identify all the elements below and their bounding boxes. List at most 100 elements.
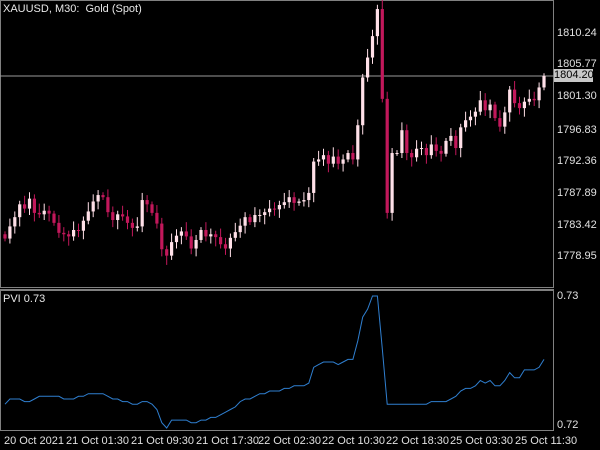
time-axis-label: 20 Oct 2021 bbox=[4, 435, 64, 447]
candle-body bbox=[282, 202, 286, 206]
candle-body bbox=[419, 148, 424, 150]
candle-body bbox=[145, 200, 149, 205]
candle-body bbox=[121, 214, 125, 217]
candle-body bbox=[170, 242, 174, 256]
candle-body bbox=[67, 234, 71, 237]
candle-body bbox=[189, 236, 193, 249]
candle-body bbox=[81, 220, 85, 231]
candle-body bbox=[331, 156, 335, 164]
candle-body bbox=[125, 216, 130, 223]
candle-body bbox=[116, 214, 120, 221]
candle-body bbox=[341, 159, 345, 164]
candle-body bbox=[459, 127, 463, 149]
candle-body bbox=[464, 120, 468, 128]
candle-body bbox=[194, 239, 198, 249]
price-scale-label: 1792.36 bbox=[557, 155, 597, 167]
candle-body bbox=[228, 237, 232, 249]
time-axis-label: 22 Oct 18:30 bbox=[386, 435, 449, 447]
pvi-scale-label: 0.72 bbox=[557, 419, 579, 431]
candle-body bbox=[513, 89, 517, 104]
candle-body bbox=[106, 197, 110, 213]
candle-body bbox=[336, 156, 340, 164]
candle-body bbox=[380, 9, 384, 99]
current-price-tag: 1804.20 bbox=[554, 69, 594, 82]
candle-body bbox=[174, 235, 179, 243]
time-axis-label: 21 Oct 09:30 bbox=[131, 435, 194, 447]
candle-body bbox=[454, 135, 458, 149]
candle-body bbox=[130, 222, 134, 228]
candle-body bbox=[209, 234, 213, 237]
candle-body bbox=[503, 112, 507, 127]
price-scale-label: 1796.83 bbox=[557, 124, 597, 136]
candle-body bbox=[233, 232, 237, 238]
candle-body bbox=[96, 195, 100, 202]
candle-body bbox=[478, 100, 482, 112]
candle-body bbox=[517, 103, 522, 109]
candle-body bbox=[23, 204, 27, 209]
candle-body bbox=[498, 118, 502, 127]
candle-body bbox=[47, 210, 51, 214]
candle-body bbox=[8, 226, 12, 239]
candle-body bbox=[385, 98, 389, 213]
candle-body bbox=[238, 225, 242, 233]
candle-body bbox=[243, 217, 247, 226]
pvi-scale-label: 0.73 bbox=[557, 290, 579, 302]
pvi-indicator-pane[interactable]: PVI 0.73 bbox=[0, 290, 554, 431]
candle-body bbox=[13, 217, 17, 227]
candle-body bbox=[253, 215, 257, 223]
candle-body bbox=[410, 153, 414, 158]
candle-body bbox=[292, 197, 296, 203]
indicator-pane-frame bbox=[0, 290, 554, 431]
price-chart-pane[interactable]: XAUUSD, M30: Gold (Spot) bbox=[0, 0, 554, 288]
pvi-label: PVI 0.73 bbox=[3, 293, 46, 305]
time-axis-label: 22 Oct 10:30 bbox=[322, 435, 385, 447]
candle-body bbox=[542, 76, 546, 88]
price-scale-label: 1787.89 bbox=[557, 187, 597, 199]
symbol-label: XAUUSD, M30: Gold (Spot) bbox=[3, 3, 142, 15]
candle-body bbox=[317, 159, 321, 162]
candle-body bbox=[199, 229, 203, 240]
candle-body bbox=[468, 116, 473, 121]
candle-body bbox=[483, 100, 487, 111]
candle-body bbox=[165, 249, 169, 256]
candle-body bbox=[312, 161, 316, 193]
candle-body bbox=[439, 150, 443, 154]
candle-body bbox=[424, 148, 428, 156]
time-axis-label: 25 Oct 03:30 bbox=[450, 435, 513, 447]
candle-body bbox=[91, 201, 95, 212]
candle-body bbox=[277, 205, 281, 210]
price-scale-label: 1805.77 bbox=[557, 58, 597, 70]
candle-body bbox=[135, 226, 139, 228]
candle-body bbox=[473, 111, 477, 117]
time-axis-label: 25 Oct 11:30 bbox=[515, 435, 578, 447]
candle-body bbox=[223, 244, 228, 249]
candle-body bbox=[37, 212, 41, 215]
candle-body bbox=[62, 232, 66, 235]
candle-body bbox=[307, 192, 311, 201]
candle-body bbox=[219, 237, 223, 245]
candle-body bbox=[18, 204, 22, 218]
candle-body bbox=[204, 229, 208, 237]
candle-body bbox=[248, 217, 252, 223]
candle-body bbox=[429, 144, 433, 156]
candle-body bbox=[444, 140, 448, 154]
candle-body bbox=[140, 200, 144, 227]
candle-body bbox=[449, 135, 453, 141]
candle-body bbox=[366, 57, 370, 78]
pvi-line bbox=[4, 295, 545, 429]
candle-body bbox=[111, 212, 115, 221]
candle-body bbox=[155, 212, 159, 224]
candle-body bbox=[522, 101, 526, 109]
candle-body bbox=[287, 197, 291, 203]
candle-body bbox=[297, 201, 301, 203]
candle-body bbox=[76, 229, 81, 231]
candle-body bbox=[101, 195, 105, 198]
time-axis-label: 21 Oct 17:30 bbox=[196, 435, 259, 447]
candle-body bbox=[32, 198, 36, 213]
price-scale-label: 1801.30 bbox=[557, 90, 597, 102]
candle-body bbox=[527, 98, 531, 102]
time-axis-label: 21 Oct 01:30 bbox=[66, 435, 129, 447]
candle-body bbox=[493, 104, 497, 119]
